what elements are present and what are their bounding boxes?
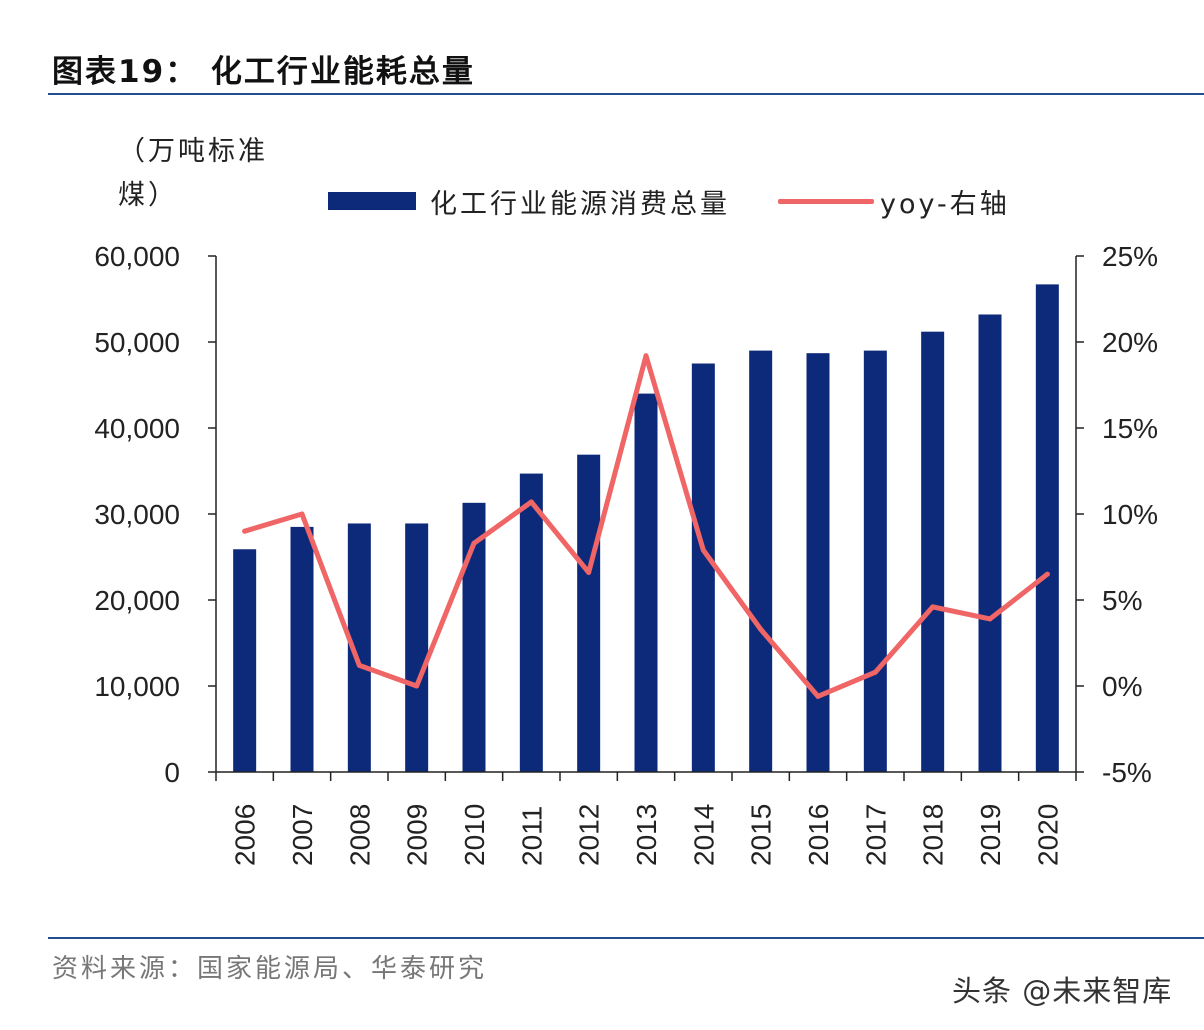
bar-2016	[806, 353, 830, 772]
legend-label-bar: 化工行业能源消费总量	[430, 188, 730, 220]
left-tick-label: 60,000	[94, 241, 180, 272]
x-tick-label: 2009	[402, 804, 433, 866]
bar-2014	[691, 363, 715, 772]
yoy-point-2019	[987, 616, 993, 622]
x-tick-label: 2013	[631, 804, 662, 866]
bar-2015	[749, 350, 773, 772]
yoy-point-2006	[242, 528, 248, 534]
y-axis-unit-label: （万吨标准煤）	[118, 136, 268, 211]
yoy-point-2013	[643, 353, 649, 359]
yoy-point-2016	[815, 693, 821, 699]
yoy-point-2011	[528, 499, 534, 505]
x-tick-label: 2016	[803, 804, 834, 866]
bar-2020	[1035, 284, 1059, 772]
right-tick-label: 20%	[1102, 327, 1158, 358]
bar-2008	[347, 523, 371, 772]
right-tick-label: 15%	[1102, 413, 1158, 444]
legend-line-swatch	[778, 198, 874, 204]
source-note: 资料来源：国家能源局、华泰研究	[52, 954, 488, 984]
x-tick-label: 2019	[975, 804, 1006, 866]
x-tick-label: 2017	[860, 804, 891, 866]
bar-2006	[233, 549, 257, 772]
chart-title: 图表19： 化工行业能耗总量	[52, 54, 475, 90]
bar-2018	[921, 331, 945, 772]
x-tick-label: 2012	[574, 804, 605, 866]
left-tick-label: 10,000	[94, 671, 180, 702]
bar-2011	[519, 473, 543, 772]
yoy-point-2015	[758, 626, 764, 632]
x-tick-label: 2020	[1032, 804, 1063, 866]
title-divider	[48, 93, 1204, 95]
yoy-point-2014	[700, 547, 706, 553]
yoy-point-2012	[586, 569, 592, 575]
yoy-point-2017	[872, 669, 878, 675]
bar-2007	[290, 526, 314, 772]
x-tick-label: 2011	[516, 806, 547, 866]
yoy-point-2010	[471, 540, 477, 546]
yoy-point-2020	[1044, 571, 1050, 577]
yoy-point-2009	[414, 683, 420, 689]
left-tick-label: 50,000	[94, 327, 180, 358]
legend: 化工行业能源消费总量 yoy-右轴	[328, 183, 1010, 220]
legend-label-line: yoy-右轴	[880, 188, 1010, 220]
right-tick-label: 5%	[1102, 585, 1142, 616]
right-tick-label: 10%	[1102, 499, 1158, 530]
right-tick-label: -5%	[1102, 757, 1152, 788]
yoy-point-2018	[930, 604, 936, 610]
right-tick-label: 25%	[1102, 241, 1158, 272]
left-tick-label: 20,000	[94, 585, 180, 616]
bar-2019	[978, 314, 1002, 772]
x-tick-label: 2018	[918, 804, 949, 866]
watermark: 头条 @未来智库	[952, 974, 1173, 1008]
left-tick-label: 30,000	[94, 499, 180, 530]
x-tick-label: 2015	[746, 804, 777, 866]
x-tick-label: 2007	[287, 804, 318, 866]
legend-bar-swatch	[328, 192, 416, 210]
x-tick-label: 2014	[688, 804, 719, 866]
bar-2010	[462, 502, 486, 772]
bar-2009	[405, 523, 429, 772]
bar-2017	[863, 350, 887, 772]
source-divider	[48, 937, 1204, 939]
right-tick-label: 0%	[1102, 671, 1142, 702]
bar-2012	[577, 454, 601, 772]
left-tick-label: 0	[164, 757, 180, 788]
bar-2013	[634, 393, 658, 772]
left-tick-label: 40,000	[94, 413, 180, 444]
yoy-point-2008	[356, 662, 362, 668]
x-tick-label: 2006	[230, 804, 261, 866]
x-tick-label: 2010	[459, 804, 490, 866]
x-tick-label: 2008	[344, 804, 375, 866]
yoy-point-2007	[299, 511, 305, 517]
